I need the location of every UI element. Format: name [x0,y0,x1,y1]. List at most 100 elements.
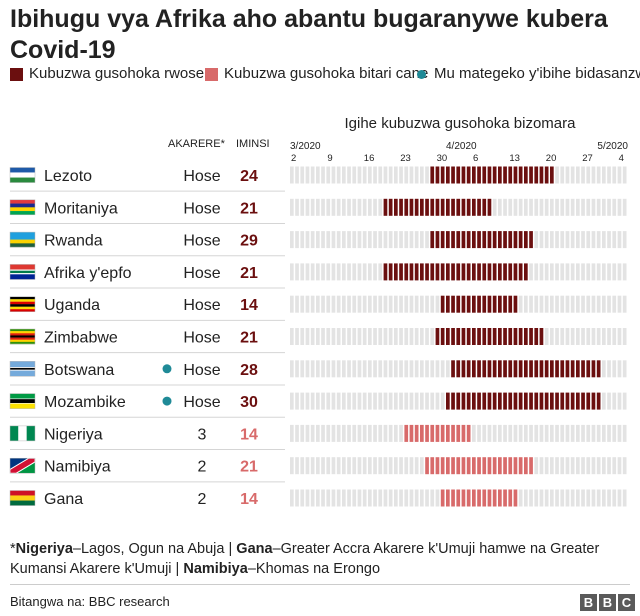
lockdown-day [440,295,445,313]
empty-day [482,424,487,442]
country-name: Rwanda [44,233,103,250]
lockdown-day [461,457,466,475]
empty-day [310,328,315,345]
empty-day [581,263,585,281]
flag-stripe [10,167,35,173]
empty-day [409,489,414,507]
day-tick-label: 23 [400,153,411,164]
akarere-value: Hose [183,200,220,217]
lockdown-day [451,360,455,378]
empty-day [331,360,336,378]
akarere-value: Hose [183,394,220,411]
empty-day [404,231,409,249]
empty-day [581,489,585,507]
empty-day [591,424,596,442]
empty-day [388,166,393,184]
empty-day [368,166,372,184]
lockdown-day [498,360,502,378]
empty-day [378,295,383,313]
empty-day [602,295,606,313]
empty-day [347,166,351,184]
flag-stripe [10,425,19,441]
flag-stripe [10,211,35,215]
empty-day [373,328,377,345]
empty-day [420,360,424,378]
empty-day [435,295,440,313]
empty-day [425,328,429,345]
empty-day [316,231,320,249]
empty-day [544,231,549,249]
lockdown-day [440,231,445,249]
empty-day [310,424,315,442]
lockdown-day [388,263,393,281]
flag-stripe [10,207,35,212]
empty-day [617,295,622,313]
lockdown-day [544,166,549,184]
lockdown-day [456,328,461,345]
empty-day [425,231,429,249]
lockdown-day [498,489,502,507]
empty-day [357,231,362,249]
empty-day [326,295,331,313]
lockdown-day [508,489,513,507]
country-name: Moritaniya [44,200,118,217]
empty-day [316,263,320,281]
lockdown-day [482,295,487,313]
lockdown-day [461,166,466,184]
empty-day [290,166,294,184]
empty-day [409,231,414,249]
lockdown-day [498,263,502,281]
flag-stripe [10,269,35,271]
lockdown-day [414,424,419,442]
footnote-segment: –Greater Accra Akarere k'Umuji hamwe na … [10,541,600,577]
lockdown-day [425,424,429,442]
empty-day [596,263,601,281]
lockdown-day [513,231,518,249]
empty-day [394,489,398,507]
lockdown-day [420,263,424,281]
empty-day [539,263,544,281]
empty-day [602,457,606,475]
lockdown-day [446,392,450,410]
empty-day [612,295,617,313]
empty-day [347,295,351,313]
empty-day [290,424,294,442]
empty-day [555,489,559,507]
empty-day [529,263,533,281]
empty-day [352,489,357,507]
empty-day [534,198,539,216]
day-tick-label: 30 [437,153,448,164]
empty-day [316,489,320,507]
empty-day [550,231,554,249]
lockdown-day [461,263,466,281]
empty-day [373,489,377,507]
lockdown-day [513,360,518,378]
lockdown-day [492,166,497,184]
flag-stripe [10,367,35,369]
empty-day [591,295,596,313]
empty-day [368,392,372,410]
lockdown-day [498,295,502,313]
empty-day [342,489,346,507]
empty-day [310,231,315,249]
empty-day [394,457,398,475]
lockdown-day [534,360,539,378]
empty-day [295,166,299,184]
lockdown-day [404,424,409,442]
lockdown-day [539,360,544,378]
empty-day [518,295,523,313]
empty-day [326,328,331,345]
empty-day [420,489,424,507]
empty-day [331,457,336,475]
flag-stripe [10,264,35,270]
flag-stripe [10,335,35,338]
iminsi-value: 14 [240,297,258,314]
empty-day [399,360,403,378]
empty-day [560,166,565,184]
empty-day [508,198,513,216]
akarere-value: Hose [183,233,220,250]
empty-day [404,360,409,378]
flag-stripe [10,370,35,377]
empty-day [586,457,591,475]
empty-day [565,424,570,442]
